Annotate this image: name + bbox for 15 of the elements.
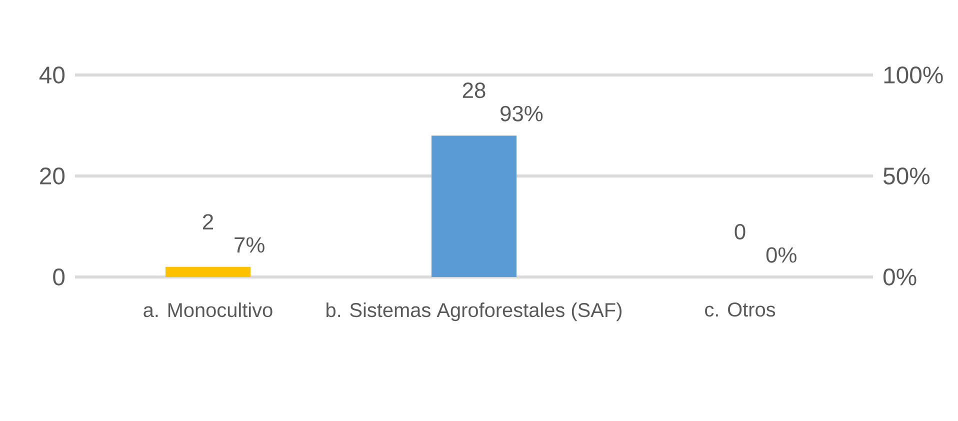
x-tick-label: b. Sistemas Agroforestales (SAF) <box>326 302 622 322</box>
data-label: 0 <box>734 224 746 240</box>
y2-tick-label: 50% <box>883 168 930 184</box>
x-tick-label: c. Otros <box>705 302 776 317</box>
annotation: 0% <box>766 247 796 263</box>
x-tick-label: a. Monocultivo <box>144 302 272 318</box>
y-tick-label: 20 <box>40 168 65 184</box>
annotation: 93% <box>500 106 543 122</box>
y-tick-label: 0 <box>53 268 65 286</box>
y2-tick-label: 100% <box>884 66 943 84</box>
data-label: 28 <box>462 82 486 98</box>
annotation: 7% <box>234 237 264 253</box>
data-label: 2 <box>203 214 213 230</box>
y2-tick-label: 0% <box>883 268 916 286</box>
y-tick-label: 40 <box>39 66 65 84</box>
